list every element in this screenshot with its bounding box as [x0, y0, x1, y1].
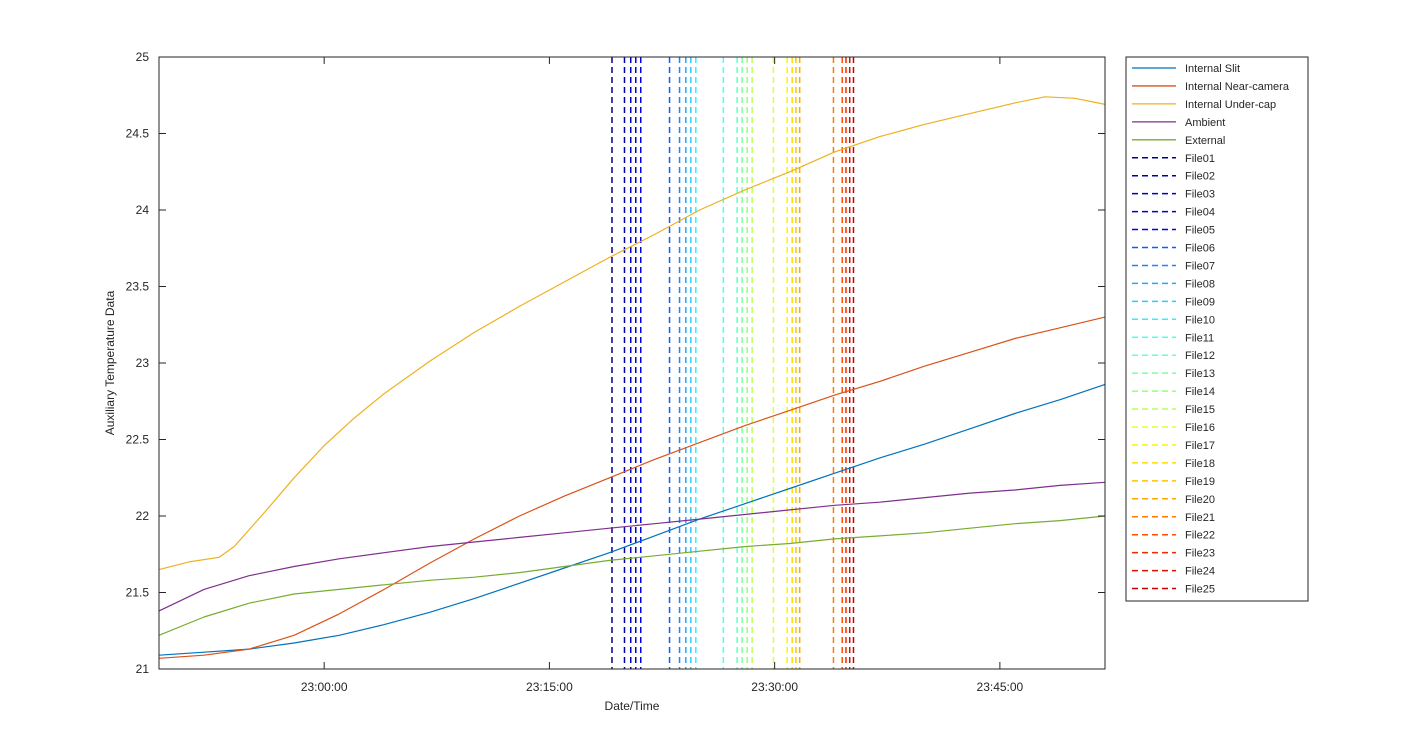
plot-area: 21 21.5 22 22.5 23 23.5 24 24.5 25 23:00:00 23:15:…: [126, 50, 1106, 694]
legend-label: Internal Near-camera: [1185, 81, 1290, 93]
series-ambient: [158, 481, 1106, 612]
legend-label: File08: [1185, 278, 1215, 290]
legend-label: File04: [1185, 207, 1215, 219]
legend-entry-ambient: Ambient: [1132, 117, 1225, 129]
legend-label: File24: [1185, 566, 1215, 578]
y-tick-label: 23.5: [126, 280, 150, 294]
legend-entry-file02: File02: [1132, 171, 1215, 183]
legend-label: File05: [1185, 225, 1215, 237]
legend-frame: [1125, 56, 1309, 602]
series-internal-slit: [158, 383, 1106, 656]
legend-entry-internal-slit: Internal Slit: [1132, 63, 1240, 75]
legend-label: External: [1185, 135, 1225, 147]
legend-entry-file18: File18: [1132, 458, 1215, 470]
legend-label: File22: [1185, 530, 1215, 542]
legend-label: File12: [1185, 350, 1215, 362]
legend-entry-file24: File24: [1132, 566, 1215, 578]
series-external: [158, 515, 1106, 636]
legend-entry-file08: File08: [1132, 278, 1215, 290]
legend-label: File02: [1185, 171, 1215, 183]
y-tick-label: 21: [136, 662, 150, 676]
series-internal-under-cap: [158, 96, 1106, 571]
x-axis-label: Date/Time: [605, 699, 660, 713]
legend-label: File14: [1185, 386, 1215, 398]
tick-layer: 21 21.5 22 22.5 23 23.5 24 24.5 25 23:00:00 23:15:…: [126, 50, 1105, 694]
legend-entry-file21: File21: [1132, 512, 1215, 524]
x-tick-label: 23:15:00: [526, 680, 573, 694]
legend-entry-file15: File15: [1132, 404, 1215, 416]
legend-label: File23: [1185, 548, 1215, 560]
y-tick-label: 23: [136, 356, 150, 370]
legend-label: File21: [1185, 512, 1215, 524]
legend-entry-file05: File05: [1132, 225, 1215, 237]
legend-entry-internal-near-camera: Internal Near-camera: [1132, 81, 1290, 93]
legend-entry-file13: File13: [1132, 368, 1215, 380]
x-tick-label: 23:00:00: [301, 680, 348, 694]
file-marker-layer: [611, 57, 855, 669]
legend-label: File20: [1185, 494, 1215, 506]
legend-label: File06: [1185, 243, 1215, 255]
legend-entry-file06: File06: [1132, 243, 1215, 255]
legend-entry-file03: File03: [1132, 189, 1215, 201]
series-internal-near-camera: [158, 316, 1106, 659]
legend-items: Internal Slit Internal Near-camera Interna…: [1132, 63, 1290, 596]
legend-entry-file22: File22: [1132, 530, 1215, 542]
legend-label: File17: [1185, 440, 1215, 452]
series-layer: [158, 96, 1106, 659]
legend-entry-external: External: [1132, 135, 1225, 147]
legend-entry-file14: File14: [1132, 386, 1215, 398]
legend-label: File13: [1185, 368, 1215, 380]
legend-label: File16: [1185, 422, 1215, 434]
legend: Internal Slit Internal Near-camera Interna…: [1125, 56, 1309, 602]
x-tick-label: 23:45:00: [977, 680, 1024, 694]
legend-entry-internal-under-cap: Internal Under-cap: [1132, 99, 1276, 111]
y-tick-label: 24.5: [126, 127, 150, 141]
legend-entry-file23: File23: [1132, 548, 1215, 560]
legend-label: Ambient: [1185, 117, 1225, 129]
legend-label: File03: [1185, 189, 1215, 201]
legend-entry-file12: File12: [1132, 350, 1215, 362]
y-axis-label: Auxiliary Temperature Data: [103, 290, 117, 435]
legend-entry-file11: File11: [1132, 332, 1214, 344]
axes-background: [159, 57, 1105, 669]
legend-entry-file07: File07: [1132, 260, 1215, 272]
legend-entry-file20: File20: [1132, 494, 1215, 506]
y-tick-label: 22: [136, 509, 150, 523]
legend-label: File11: [1185, 332, 1214, 344]
legend-label: File19: [1185, 476, 1215, 488]
y-tick-label: 24: [136, 203, 150, 217]
legend-entry-file19: File19: [1132, 476, 1215, 488]
legend-entry-file04: File04: [1132, 207, 1215, 219]
legend-entry-file01: File01: [1132, 153, 1215, 165]
legend-entry-file10: File10: [1132, 314, 1215, 326]
legend-label: File25: [1185, 584, 1215, 596]
legend-label: Internal Under-cap: [1185, 99, 1276, 111]
y-tick-label: 22.5: [126, 433, 150, 447]
legend-label: File09: [1185, 296, 1215, 308]
x-tick-label: 23:30:00: [751, 680, 798, 694]
legend-label: File01: [1185, 153, 1215, 165]
legend-entry-file25: File25: [1132, 584, 1215, 596]
legend-entry-file17: File17: [1132, 440, 1215, 452]
legend-label: File18: [1185, 458, 1215, 470]
y-tick-label: 21.5: [126, 586, 150, 600]
legend-entry-file09: File09: [1132, 296, 1215, 308]
legend-label: File07: [1185, 260, 1215, 272]
legend-label: Internal Slit: [1185, 63, 1240, 75]
legend-label: File10: [1185, 314, 1215, 326]
y-tick-label: 25: [136, 50, 150, 64]
legend-entry-file16: File16: [1132, 422, 1215, 434]
legend-label: File15: [1185, 404, 1215, 416]
